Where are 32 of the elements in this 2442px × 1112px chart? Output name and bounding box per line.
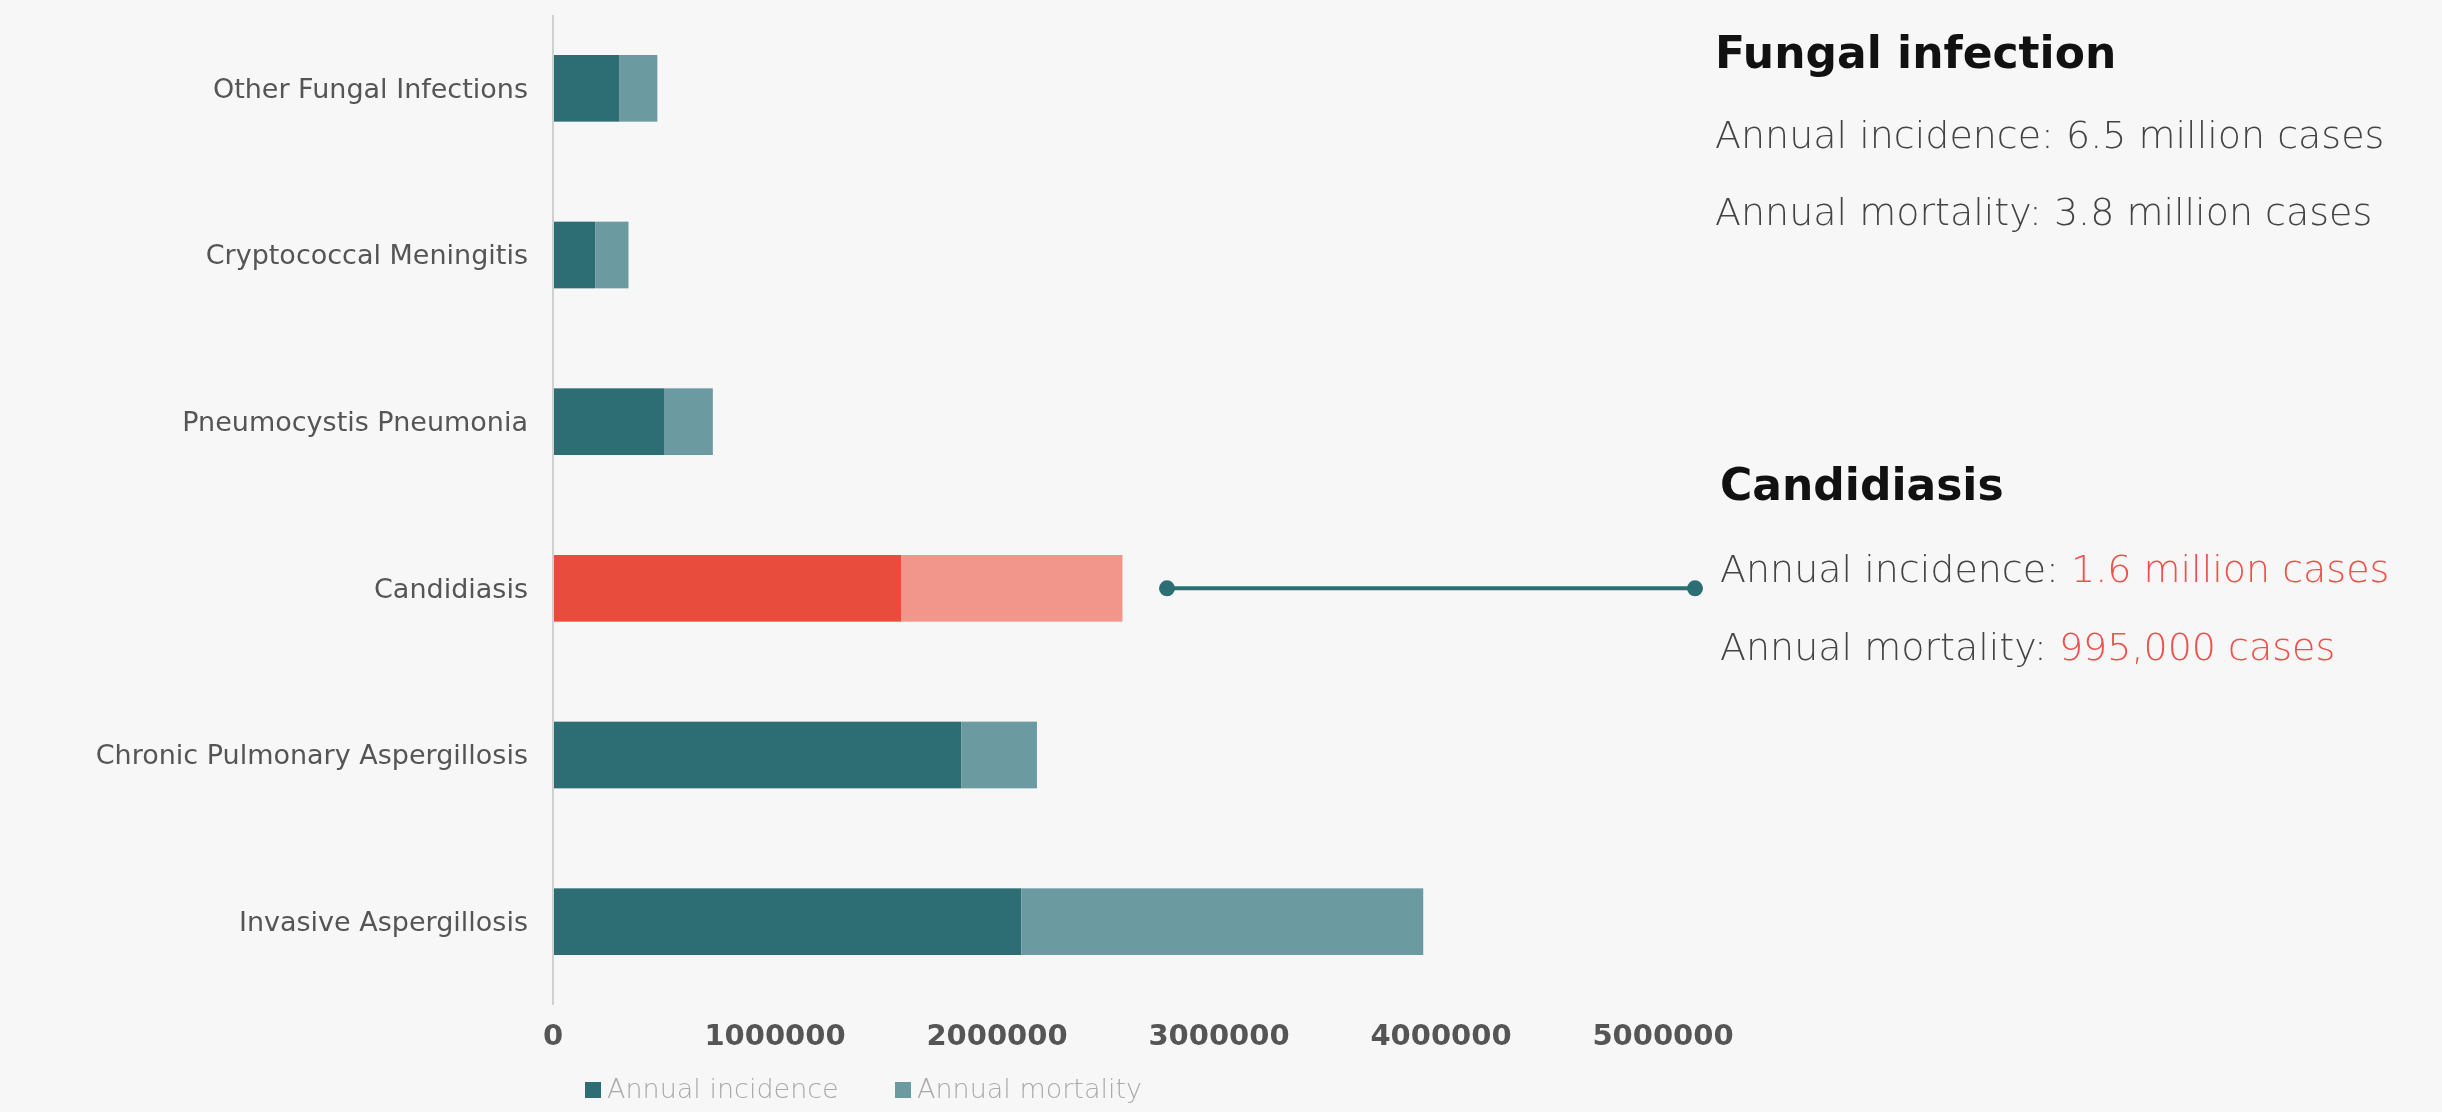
x-tick-label: 2000000	[926, 1018, 1068, 1052]
text: Annual incidence: 1.6 million cases	[1720, 547, 2390, 591]
x-tick-label: 0	[542, 1018, 564, 1052]
bar	[664, 388, 713, 455]
text: Fungal infection	[1715, 27, 2117, 78]
text: Annual mortality: 995,000 cases	[1720, 625, 2336, 669]
y-tick-label: Candidiasis	[374, 572, 528, 604]
y-tick-label: Cryptococcal Meningitis	[205, 239, 528, 271]
bar	[553, 555, 902, 622]
y-tick-label: Other Fungal Infections	[212, 72, 528, 104]
bar	[961, 721, 1037, 789]
y-tick-label: Chronic Pulmonary Aspergillosis	[95, 739, 528, 771]
legend-label: Annual mortality	[917, 1073, 1143, 1104]
bar	[553, 55, 620, 122]
bar	[901, 555, 1123, 622]
bar	[1021, 888, 1424, 955]
text: Candidiasis	[1720, 459, 2004, 510]
legend-label: Annual incidence	[607, 1073, 839, 1104]
bar	[619, 55, 658, 122]
y-tick-label: Pneumocystis Pneumonia	[182, 406, 528, 438]
x-tick-label: 4000000	[1370, 1018, 1512, 1052]
bar	[553, 888, 1022, 955]
text: Annual mortality: 3.8 million cases	[1715, 190, 2373, 234]
bar	[553, 221, 596, 289]
x-tick-label: 5000000	[1592, 1018, 1734, 1052]
text: Annual incidence: 6.5 million cases	[1715, 113, 2385, 157]
y-tick-label: Invasive Aspergillosis	[238, 906, 528, 938]
x-tick-label: 1000000	[704, 1018, 846, 1052]
bar	[595, 221, 629, 289]
bar	[553, 388, 664, 455]
x-tick-label: 3000000	[1148, 1018, 1290, 1052]
bar	[553, 721, 962, 789]
